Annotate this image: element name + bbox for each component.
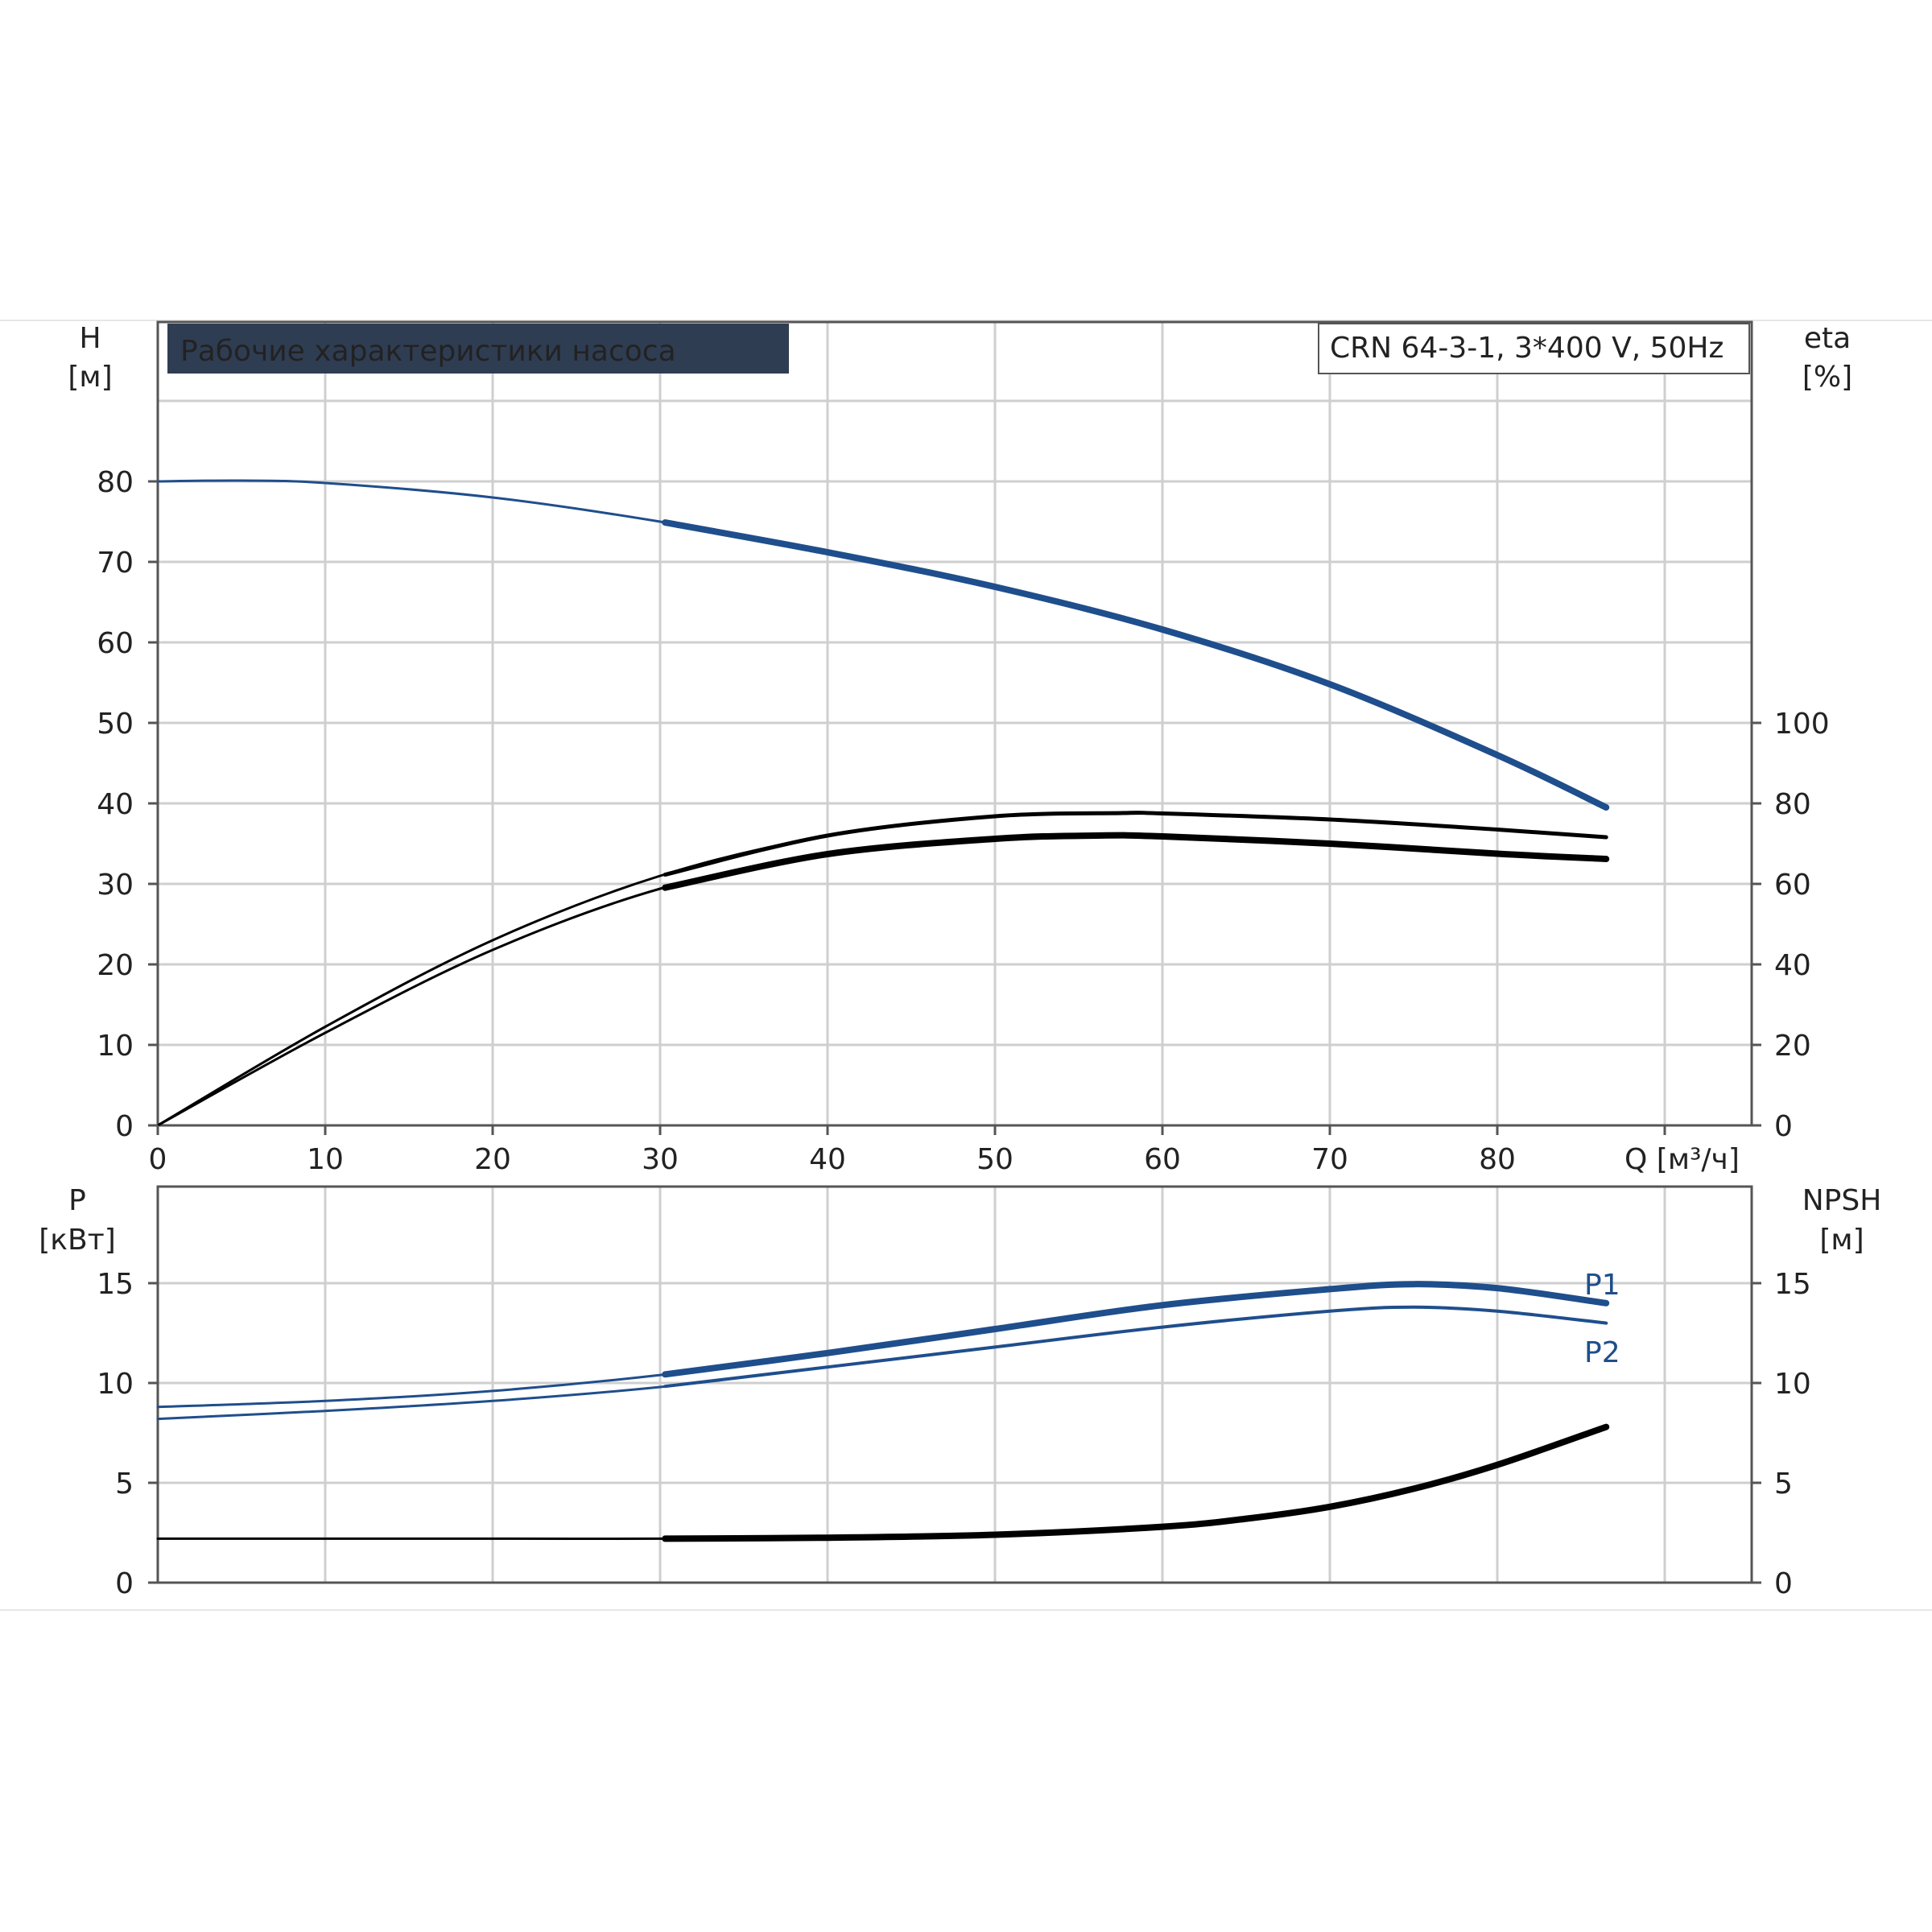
x-tick-label: 70 <box>1311 1143 1348 1176</box>
y-right-tick-label: 100 <box>1774 708 1830 741</box>
y-left-tick-label: 60 <box>97 627 134 660</box>
x-tick-label: 30 <box>642 1143 679 1176</box>
efficiency-curve-pump <box>156 811 1608 1127</box>
x-tick-label: 60 <box>1144 1143 1181 1176</box>
p-axis-label: P <box>68 1184 86 1217</box>
x-tick-label: 40 <box>809 1143 846 1176</box>
series-label-p1: P1 <box>1584 1269 1620 1302</box>
x-axis-label: Q [м³/ч] <box>1624 1143 1740 1176</box>
y-left-tick-label: 30 <box>97 869 134 902</box>
model-box <box>1318 323 1750 374</box>
y-left-tick-label: 40 <box>97 788 134 821</box>
npsh-tick-label: 0 <box>1774 1567 1793 1600</box>
npsh-curve-operating-range <box>662 1423 1610 1542</box>
y-left-tick-label: 10 <box>97 1030 134 1063</box>
p-tick-label: 10 <box>97 1368 134 1401</box>
y-right-tick-label: 20 <box>1774 1030 1811 1063</box>
bottom-series <box>156 1281 1610 1542</box>
npsh-tick-label: 10 <box>1774 1368 1811 1401</box>
chart-title-banner <box>167 324 789 374</box>
top-grid <box>158 322 1752 1125</box>
y-left-tick-label: 0 <box>115 1110 134 1143</box>
x-tick-label: 50 <box>976 1143 1013 1176</box>
y-right-label: eta <box>1804 322 1851 355</box>
efficiency-curve-pump-operating-range <box>663 811 1608 877</box>
y-right-unit: [%] <box>1802 361 1852 394</box>
series-label-p2: P2 <box>1584 1336 1620 1369</box>
npsh-axis-label: NPSH <box>1802 1184 1882 1217</box>
y-right-tick-label: 60 <box>1774 869 1811 902</box>
bottom-plot-frame <box>156 1185 1753 1584</box>
npsh-tick-label: 15 <box>1774 1268 1811 1301</box>
x-tick-label: 80 <box>1479 1143 1516 1176</box>
bottom-grid <box>158 1187 1752 1583</box>
y-left-tick-label: 80 <box>97 466 134 499</box>
head-curve-operating-range <box>662 519 1610 811</box>
y-left-label: H <box>79 322 101 355</box>
top-tick-labels: 0 10 20 30 40 50 60 70 80 0 10 20 30 40 50 60 70 80 0 20 40 6… <box>97 466 1830 1176</box>
p-tick-label: 5 <box>115 1468 134 1501</box>
y-left-tick-label: 70 <box>97 547 134 580</box>
bottom-tick-labels: 0 5 10 15 0 5 10 15 <box>97 1268 1811 1600</box>
power-curve-p2 <box>156 1306 1608 1421</box>
top-series <box>156 479 1610 1127</box>
x-tick-label: 10 <box>307 1143 344 1176</box>
head-curve <box>156 479 1608 809</box>
power-curve-p2-operating-range <box>663 1305 1608 1389</box>
npsh-axis-unit: [м] <box>1819 1224 1864 1257</box>
y-right-tick-label: 80 <box>1774 788 1811 821</box>
y-left-tick-label: 50 <box>97 708 134 741</box>
y-right-tick-label: 40 <box>1774 949 1811 982</box>
y-left-unit: [м] <box>68 361 112 394</box>
y-right-tick-label: 0 <box>1774 1110 1793 1143</box>
p-axis-unit: [кВт] <box>39 1224 116 1257</box>
efficiency-curve-total-operating-range <box>662 832 1610 891</box>
p-tick-label: 0 <box>115 1567 134 1600</box>
x-tick-label: 20 <box>474 1143 511 1176</box>
x-tick-label: 0 <box>149 1143 167 1176</box>
y-left-tick-label: 20 <box>97 949 134 982</box>
chart-title: Рабочие характеристики насоса <box>180 335 676 368</box>
efficiency-curve-total <box>156 834 1608 1127</box>
power-curve-p1-operating-range <box>662 1281 1610 1378</box>
p-tick-label: 15 <box>97 1268 134 1301</box>
model-label: CRN 64-3-1, 3*400 V, 50Hz <box>1330 332 1724 365</box>
npsh-tick-label: 5 <box>1774 1468 1793 1501</box>
